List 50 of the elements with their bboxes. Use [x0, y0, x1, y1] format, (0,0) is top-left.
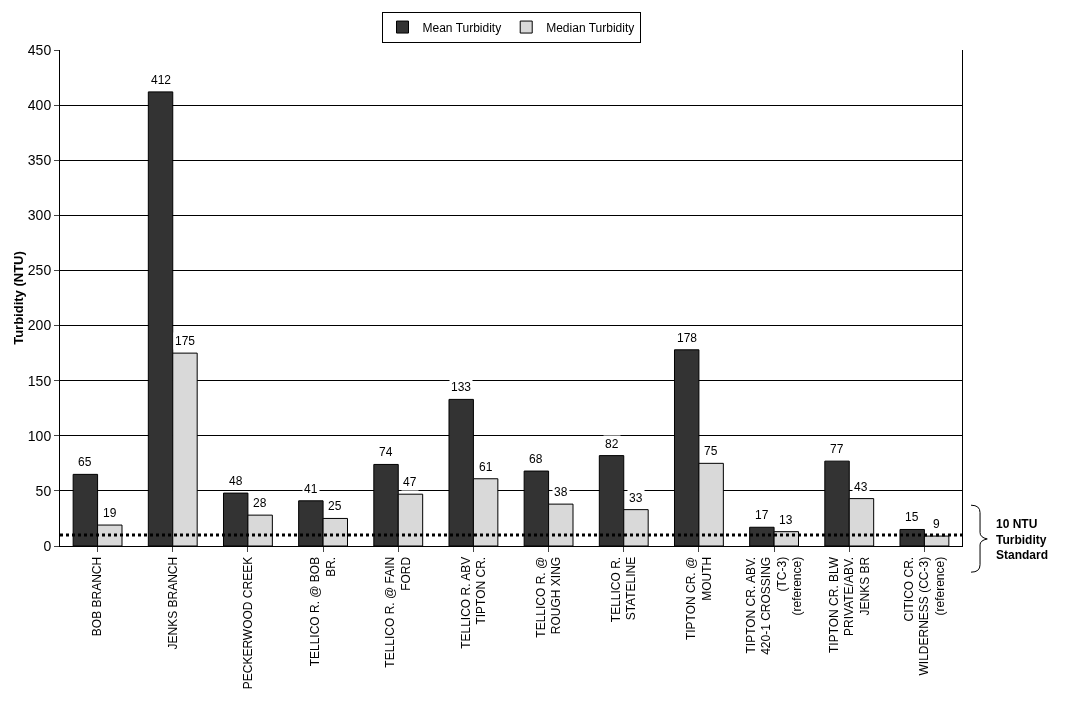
data-label: 19	[103, 506, 117, 520]
data-label: 82	[605, 437, 619, 451]
data-label: 133	[451, 380, 472, 394]
data-label: 175	[175, 334, 196, 348]
y-tick-label: 300	[27, 207, 52, 224]
y-tick-label: 450	[27, 41, 52, 58]
y-axis-title: Turbidity (NTU)	[10, 251, 26, 345]
x-tick-label: CITICO CR. WILDERNESS (CC-3) (reference)	[901, 556, 947, 676]
y-tick-label: 350	[27, 152, 52, 169]
y-tick-label: 50	[35, 482, 52, 499]
x-tick-label: TIPTON CR. @ MOUTH	[684, 556, 714, 641]
data-label: 25	[328, 499, 342, 513]
x-tick-label: TELLICO R. @ ROUGH XING	[533, 556, 564, 638]
y-tick-label: 400	[27, 97, 52, 114]
y-tick-label: 100	[27, 427, 52, 444]
data-label: 75	[704, 444, 718, 458]
x-tick-label: TIPTON CR. BLW PRIVATE/ABV. JENKS BR	[826, 556, 872, 654]
data-label: 65	[78, 455, 92, 469]
data-label: 13	[779, 513, 793, 527]
data-label: 28	[253, 496, 267, 510]
data-label: 47	[403, 475, 417, 489]
legend-label: Median Turbidity	[546, 20, 635, 35]
legend-label: Mean Turbidity	[422, 20, 502, 35]
x-tick-label: PECKERWOOD CREEK	[240, 556, 255, 690]
x-tick-label: BOB BRANCH	[90, 556, 105, 637]
data-label: 74	[379, 445, 393, 459]
data-label: 9	[933, 517, 940, 531]
x-tick-label: TELLICO R. @ BOB BR.	[308, 556, 338, 667]
data-label: 17	[755, 508, 769, 522]
x-tick-label: TELLICO R. STATELINE	[608, 556, 639, 623]
x-tick-label: TELLICO R. ABV TIPTON CR.	[458, 556, 489, 649]
y-tick-label: 0	[43, 537, 52, 554]
data-label: 33	[629, 491, 643, 505]
data-label: 68	[529, 452, 543, 466]
data-label: 48	[229, 474, 243, 488]
x-tick-label: TELLICO R. @ FAIN FORD	[383, 556, 413, 668]
data-label: 61	[479, 460, 493, 474]
data-label: 178	[677, 331, 698, 345]
y-tick-label: 200	[27, 317, 52, 334]
data-label: 41	[304, 482, 318, 496]
data-label: 412	[151, 73, 172, 87]
y-tick-label: 150	[27, 372, 52, 389]
ref-line-label: 10 NTU Turbidity Standard	[996, 517, 1049, 563]
x-tick-label: JENKS BRANCH	[165, 556, 180, 650]
data-label: 38	[554, 485, 568, 499]
data-label: 43	[854, 480, 868, 494]
x-tick-label: TIPTON CR. ABV. 420-1 CROSSING (TC-3) (reference)	[743, 556, 805, 655]
data-label: 15	[905, 510, 919, 524]
y-tick-label: 250	[27, 262, 52, 279]
data-label: 77	[830, 442, 844, 456]
